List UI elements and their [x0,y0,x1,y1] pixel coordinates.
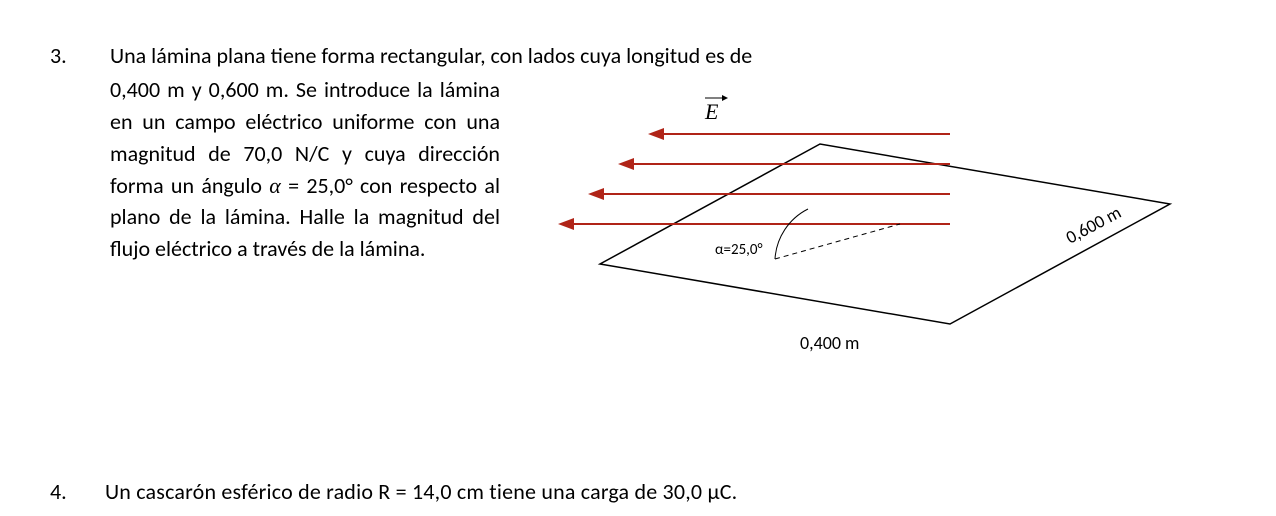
next-problem-number: 4. [50,476,100,504]
angle-reference-dash [775,224,900,259]
e-vector-overarrow-head [722,95,728,101]
physics-diagram: E [530,64,1190,364]
side-a-label: 0,400 m [800,332,859,354]
field-arrows [570,134,950,224]
problem-3: 3. Una lámina plana tiene forma rectangu… [50,40,1226,364]
alpha-label: α=25,0° [715,241,763,259]
problem-paragraph: 0,400 m y 0,600 m. Se introduce la lámin… [110,74,500,265]
e-vector-label: E [704,99,719,124]
page: 3. Una lámina plana tiene forma rectangu… [0,0,1276,516]
problem-text-column: 0,400 m y 0,600 m. Se introduce la lámin… [110,74,500,265]
problem-number: 3. [50,40,110,72]
next-problem-text: Un cascarón esférico de radio R = 14,0 c… [105,478,737,504]
problem-body: Una lámina plana tiene forma rectangular… [110,40,1226,364]
next-problem-cropped: 4. Un cascarón esférico de radio R = 14,… [50,476,1276,504]
figure-column: E [500,74,1226,364]
wrap-row: 0,400 m y 0,600 m. Se introduce la lámin… [110,74,1226,364]
side-b-label: 0,600 m [1062,201,1125,248]
